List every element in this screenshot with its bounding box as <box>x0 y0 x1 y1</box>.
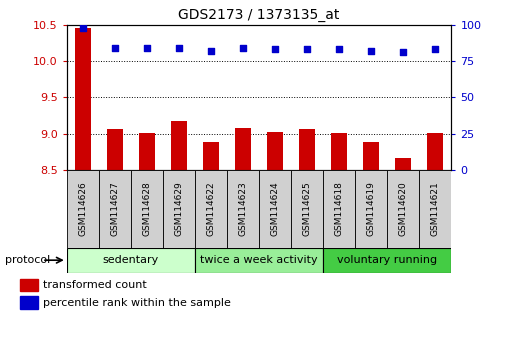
Point <box>271 47 279 52</box>
Text: transformed count: transformed count <box>43 280 147 290</box>
Bar <box>98 170 131 248</box>
Bar <box>131 170 163 248</box>
Text: GSM114624: GSM114624 <box>270 182 280 236</box>
Bar <box>291 170 323 248</box>
Text: GSM114625: GSM114625 <box>303 182 312 236</box>
Point <box>399 50 407 55</box>
Point <box>335 47 343 52</box>
Text: GSM114622: GSM114622 <box>206 182 215 236</box>
Text: GSM114620: GSM114620 <box>399 182 408 236</box>
Bar <box>75 28 91 170</box>
Bar <box>107 129 123 170</box>
Point <box>111 45 119 51</box>
Bar <box>299 129 315 170</box>
Bar <box>396 158 411 170</box>
Point <box>78 25 87 30</box>
Text: GSM114619: GSM114619 <box>367 181 376 236</box>
Text: voluntary running: voluntary running <box>337 255 438 265</box>
Text: GSM114628: GSM114628 <box>142 182 151 236</box>
Bar <box>67 170 98 248</box>
Bar <box>195 170 227 248</box>
Bar <box>20 296 38 309</box>
Text: GSM114621: GSM114621 <box>431 182 440 236</box>
Bar <box>20 279 38 291</box>
Bar <box>163 170 195 248</box>
Text: GSM114623: GSM114623 <box>239 182 248 236</box>
Bar <box>227 170 259 248</box>
Text: twice a week activity: twice a week activity <box>200 255 318 265</box>
Bar <box>139 133 155 170</box>
Bar <box>420 170 451 248</box>
Bar <box>363 142 379 170</box>
Bar <box>355 170 387 248</box>
Bar <box>171 121 187 170</box>
Bar <box>387 170 420 248</box>
Text: GSM114629: GSM114629 <box>174 182 184 236</box>
Bar <box>323 248 451 273</box>
Bar <box>267 132 283 170</box>
Bar <box>427 133 443 170</box>
Bar <box>259 170 291 248</box>
Text: GSM114626: GSM114626 <box>78 182 87 236</box>
Bar <box>331 133 347 170</box>
Text: protocol: protocol <box>5 255 50 265</box>
Point <box>207 48 215 54</box>
Bar <box>235 128 251 170</box>
Bar <box>67 248 195 273</box>
Bar <box>195 248 323 273</box>
Point <box>175 45 183 51</box>
Point <box>239 45 247 51</box>
Bar <box>323 170 355 248</box>
Text: percentile rank within the sample: percentile rank within the sample <box>43 298 231 308</box>
Point <box>303 47 311 52</box>
Point <box>143 45 151 51</box>
Text: sedentary: sedentary <box>103 255 159 265</box>
Point <box>431 47 440 52</box>
Title: GDS2173 / 1373135_at: GDS2173 / 1373135_at <box>179 8 340 22</box>
Point <box>367 48 376 54</box>
Bar <box>203 142 219 170</box>
Text: GSM114627: GSM114627 <box>110 182 120 236</box>
Text: GSM114618: GSM114618 <box>334 181 344 236</box>
